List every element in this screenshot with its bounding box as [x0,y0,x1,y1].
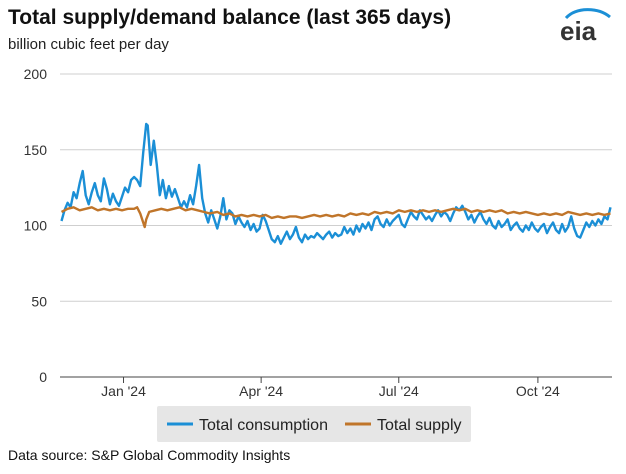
x-tick-label: Oct '24 [516,383,560,399]
x-tick-label: Jul '24 [379,383,419,399]
series-line-supply [60,206,611,229]
legend-label-supply[interactable]: Total supply [377,417,462,434]
x-axis-ticks: Jan '24 Apr '24 Jul '24 Oct '24 [101,377,560,399]
legend-background [157,406,471,442]
chart-subtitle: billion cubic feet per day [8,36,169,53]
x-tick-label: Apr '24 [239,383,283,399]
logo-arc [564,8,611,20]
eia-logo: eia [554,8,616,49]
legend: Total consumption Total supply [157,406,471,442]
logo-text: eia [560,16,597,44]
y-axis-ticks: 0 50 100 150 200 [24,66,48,385]
chart-title: Total supply/demand balance (last 365 da… [8,6,452,29]
y-tick-label: 100 [24,218,48,234]
data-source: Data source: S&P Global Commodity Insigh… [8,447,291,463]
grid-lines [60,73,612,302]
series-line-consumption [60,122,612,245]
y-tick-label: 50 [31,293,47,309]
series-lines [60,122,612,245]
x-tick-label: Jan '24 [101,383,146,399]
y-tick-label: 150 [24,142,48,158]
y-tick-label: 200 [24,66,48,82]
eia-logo-icon: eia [560,8,611,46]
legend-label-consumption[interactable]: Total consumption [199,417,328,434]
y-tick-label: 0 [39,369,47,385]
